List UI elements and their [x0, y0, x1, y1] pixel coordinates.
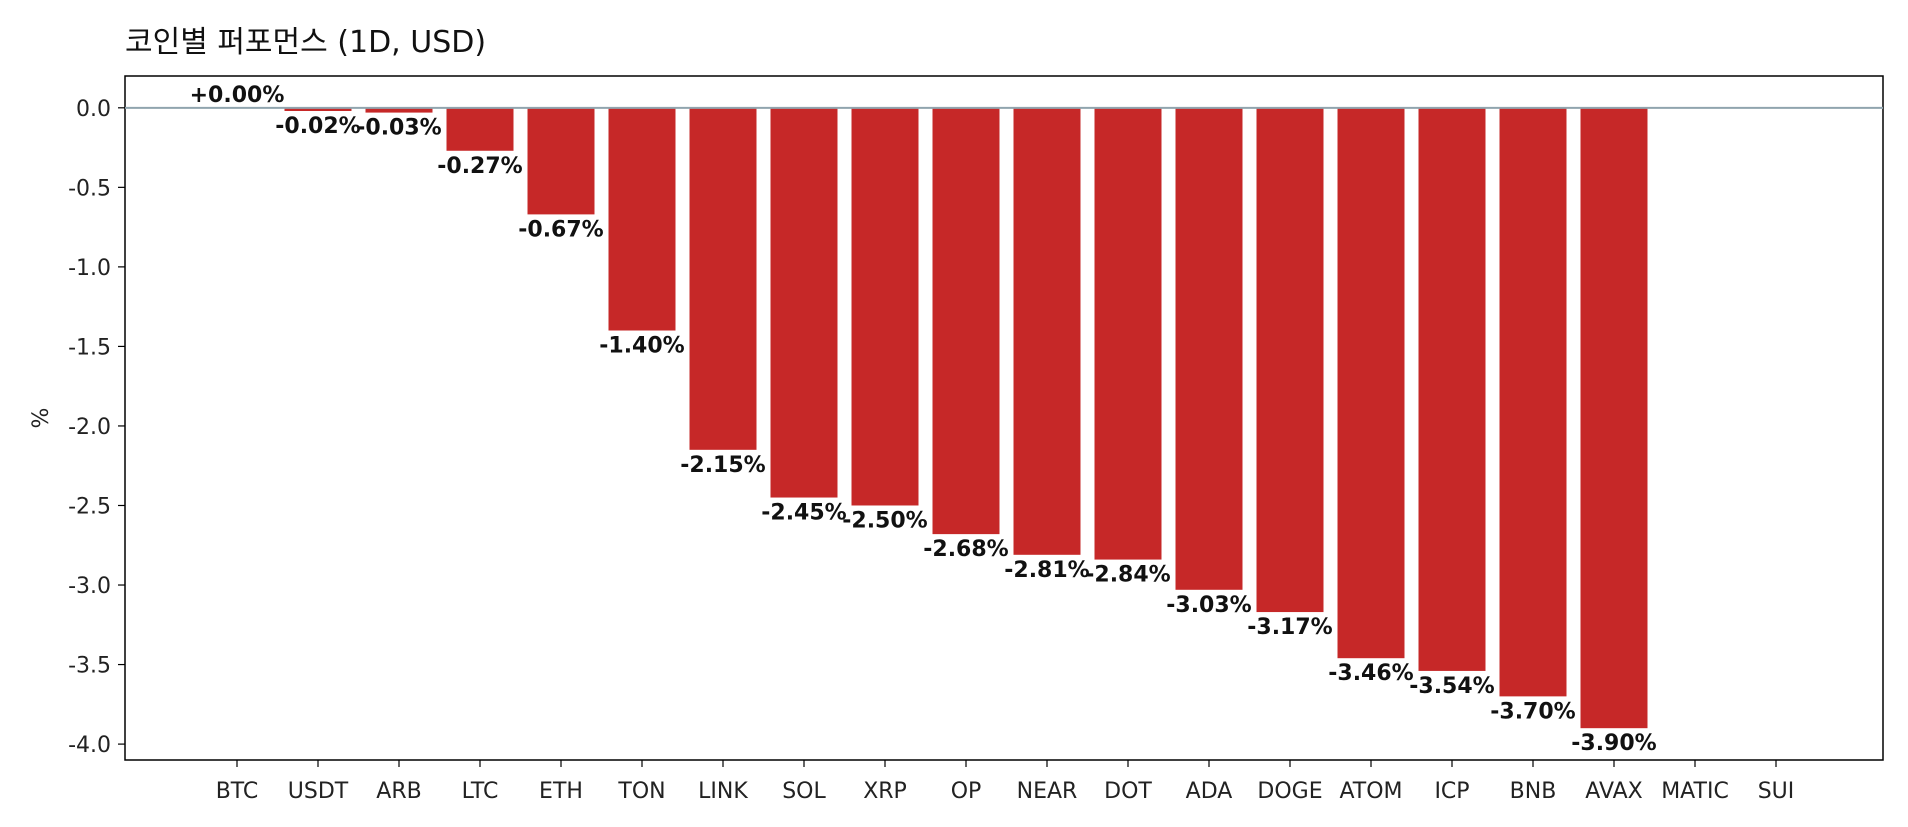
y-tick-label: -4.0 — [68, 733, 111, 758]
data-label: -0.67% — [518, 217, 603, 242]
bar-arb — [365, 107, 433, 113]
bar-usdt — [284, 107, 352, 111]
y-tick-label: -2.0 — [68, 415, 111, 440]
data-label: -3.46% — [1328, 661, 1413, 686]
data-label: -2.50% — [842, 508, 927, 533]
data-label: -2.15% — [680, 453, 765, 478]
y-tick-label: -3.0 — [68, 574, 111, 599]
data-label: -0.02% — [275, 114, 360, 139]
bar-doge — [1256, 107, 1324, 613]
x-tick-label: SOL — [782, 779, 826, 804]
data-label: -3.90% — [1571, 731, 1656, 756]
bar-ton — [608, 107, 676, 331]
data-label: -3.54% — [1409, 674, 1494, 699]
data-label: -3.03% — [1166, 593, 1251, 618]
x-tick-label: NEAR — [1017, 779, 1078, 804]
x-tick-label: ARB — [376, 779, 421, 804]
data-label: +0.00% — [190, 83, 285, 108]
x-tick-label: ETH — [539, 779, 583, 804]
bar-xrp — [851, 107, 919, 506]
bar-near — [1013, 107, 1081, 555]
y-tick-label: -3.5 — [68, 654, 111, 679]
bar-op — [932, 107, 1000, 535]
x-tick-label: DOT — [1104, 779, 1152, 804]
bar-sol — [770, 107, 838, 498]
bar-eth — [527, 107, 595, 215]
bar-link — [689, 107, 757, 450]
y-tick-label: -1.0 — [68, 256, 111, 281]
data-label: -2.45% — [761, 501, 846, 526]
x-tick-label: XRP — [863, 779, 907, 804]
bar-bnb — [1499, 107, 1567, 697]
x-tick-label: USDT — [288, 779, 349, 804]
chart-title: 코인별 퍼포먼스 (1D, USD) — [125, 25, 486, 60]
y-axis-label: % — [29, 408, 54, 429]
x-tick-label: OP — [951, 779, 982, 804]
bar-atom — [1337, 107, 1405, 659]
x-tick-label: LTC — [462, 779, 499, 804]
y-tick-label: -2.5 — [68, 494, 111, 519]
x-tick-label: AVAX — [1585, 779, 1642, 804]
x-tick-label: ICP — [1434, 779, 1469, 804]
bar-avax — [1580, 107, 1648, 729]
bar-ltc — [446, 107, 514, 151]
data-label: -3.17% — [1247, 615, 1332, 640]
data-label: -2.68% — [923, 537, 1008, 562]
x-tick-label: MATIC — [1661, 779, 1729, 804]
plot-frame — [124, 75, 1884, 761]
x-tick-label: LINK — [698, 779, 748, 804]
x-tick-label: BNB — [1510, 779, 1557, 804]
bar-icp — [1418, 107, 1486, 671]
bar-ada — [1175, 107, 1243, 590]
x-tick-label: SUI — [1758, 779, 1795, 804]
y-tick-label: 0.0 — [76, 97, 111, 122]
data-label: -0.03% — [356, 116, 441, 141]
x-tick-label: DOGE — [1257, 779, 1322, 804]
data-label: -1.40% — [599, 334, 684, 359]
x-tick-label: BTC — [216, 779, 259, 804]
y-tick-label: -0.5 — [68, 176, 111, 201]
data-label: -0.27% — [437, 154, 522, 179]
x-tick-label: ADA — [1186, 779, 1233, 804]
plot-area: 0.0 -0.5 -1.0 -1.5 -2.0 -2.5 -3.0 -3.5 -4.0 BTC US… — [68, 75, 1884, 804]
y-tick-label: -1.5 — [68, 335, 111, 360]
x-tick-label: TON — [617, 779, 665, 804]
data-label: -2.81% — [1004, 558, 1089, 583]
data-label: -2.84% — [1085, 563, 1170, 588]
data-label: -3.70% — [1490, 699, 1575, 724]
bar-dot — [1094, 107, 1162, 560]
x-tick-label: ATOM — [1339, 779, 1402, 804]
